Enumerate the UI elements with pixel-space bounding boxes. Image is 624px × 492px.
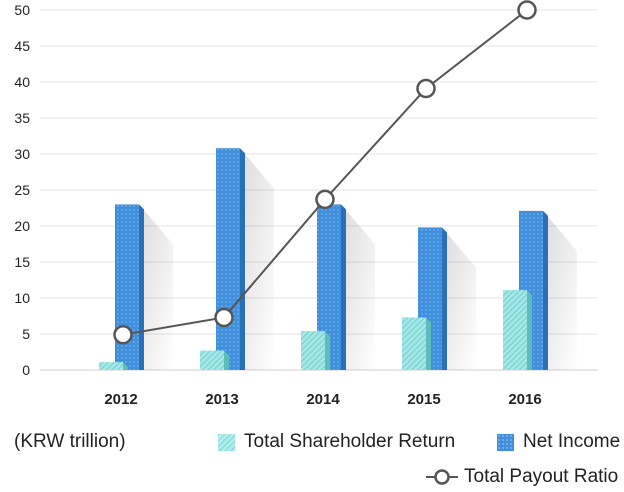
legend-swatch-total-shareholder-return — [218, 433, 235, 451]
legend-swatch-net-income — [497, 433, 514, 451]
legend-label-net-income: Net Income — [523, 431, 621, 452]
unit-label: (KRW trillion) — [14, 431, 126, 452]
x-tick-label-2014: 2014 — [306, 391, 340, 408]
payout-ratio-point-2013 — [214, 307, 234, 328]
net-income-bar-side-2012 — [139, 204, 144, 370]
legend-label-total-shareholder-return: Total Shareholder Return — [244, 431, 456, 452]
legend-item-net-income: Net Income — [497, 430, 620, 454]
net-income-bar-2013 — [216, 148, 240, 370]
y-tick-label-50: 50 — [14, 2, 30, 18]
legend-label-total-payout-ratio: Total Payout Ratio — [464, 466, 619, 487]
tsr-bar-2012 — [99, 362, 123, 370]
net-income-bar-side-2014 — [341, 204, 346, 370]
legend-item-total-payout-ratio: Total Payout Ratio — [426, 465, 618, 489]
x-tick-label-2012: 2012 — [104, 391, 137, 408]
net-income-shadow-2013 — [240, 148, 274, 370]
y-tick-label-40: 40 — [14, 74, 30, 90]
y-tick-label-15: 15 — [14, 254, 30, 270]
x-tick-label-2016: 2016 — [508, 391, 541, 408]
net-income-bar-side-2016 — [543, 210, 548, 370]
net-income-shadow-2012 — [139, 204, 173, 370]
tsr-bar-side-2014 — [325, 331, 330, 370]
net-income-bar-side-2015 — [442, 227, 447, 370]
y-tick-label-35: 35 — [14, 110, 30, 126]
y-tick-label-5: 5 — [22, 326, 30, 342]
y-tick-label-10: 10 — [14, 290, 30, 306]
net-income-shadow-2014 — [341, 204, 375, 370]
y-tick-label-20: 20 — [14, 218, 30, 234]
net-income-shadow-2015 — [442, 227, 476, 370]
tsr-bar-2013 — [200, 350, 224, 370]
y-tick-label-25: 25 — [14, 182, 30, 198]
y-tick-label-45: 45 — [14, 38, 30, 54]
x-tick-label-2015: 2015 — [407, 391, 440, 408]
x-tick-label-2013: 2013 — [205, 391, 238, 408]
payout-ratio-point-2015 — [416, 78, 436, 99]
tsr-bar-side-2016 — [527, 290, 532, 370]
tsr-bar-2016 — [503, 290, 527, 370]
payout-ratio-point-2012 — [113, 324, 133, 345]
legend-item-total-shareholder-return: Total Shareholder Return — [218, 430, 455, 454]
tsr-bar-side-2015 — [426, 317, 431, 370]
tsr-bar-side-2012 — [123, 362, 128, 370]
payout-ratio-point-2016 — [517, 0, 537, 20]
tsr-bar-2015 — [402, 317, 426, 370]
y-tick-label-0: 0 — [22, 362, 30, 378]
net-income-shadow-2016 — [543, 210, 577, 370]
legend-marker-total-payout-ratio — [426, 469, 458, 485]
tsr-bar-2014 — [301, 331, 325, 370]
payout-ratio-point-2014 — [315, 189, 335, 210]
net-income-bar-side-2013 — [240, 148, 245, 370]
y-tick-label-30: 30 — [14, 146, 30, 162]
tsr-bar-side-2013 — [224, 350, 229, 370]
net-income-bar-2012 — [115, 204, 139, 370]
